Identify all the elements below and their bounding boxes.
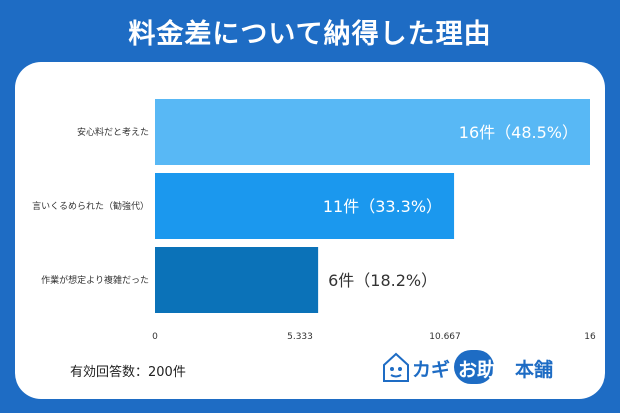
x-tick-label-4: 16 [584, 332, 596, 342]
x-tick-label-1: 0 [152, 332, 158, 342]
category-label-3: 作業が想定より複雑だった [41, 274, 149, 286]
data-label-3: 6件（18.2%） [328, 271, 437, 290]
house-mascot-icon [383, 352, 409, 382]
data-label-2: 11件（33.3%） [323, 197, 442, 216]
logo-badge [454, 350, 494, 384]
category-label-1: 安心料だと考えた [77, 126, 149, 138]
data-label-1: 16件（48.5%） [459, 123, 578, 142]
x-tick-label-2: 5.333 [287, 332, 313, 342]
bar-3 [155, 247, 319, 313]
bar-1 [155, 99, 590, 165]
x-tick-label-3: 10.667 [429, 332, 461, 342]
respondent-count: 有効回答数：200件 [70, 365, 186, 380]
chart-title: 料金差について納得した理由 [128, 19, 492, 50]
category-label-2: 言いくるめられた（勧強代） [32, 200, 149, 212]
logo-kagi-text: カギ [412, 359, 451, 381]
bar-2 [155, 173, 455, 239]
logo-otasuke-text: お助け [458, 359, 516, 381]
logo-honpo-text: 本舗 [515, 359, 554, 381]
kagi-otasuke-honpo-logo: カギ お助け 本舗 [382, 350, 562, 384]
